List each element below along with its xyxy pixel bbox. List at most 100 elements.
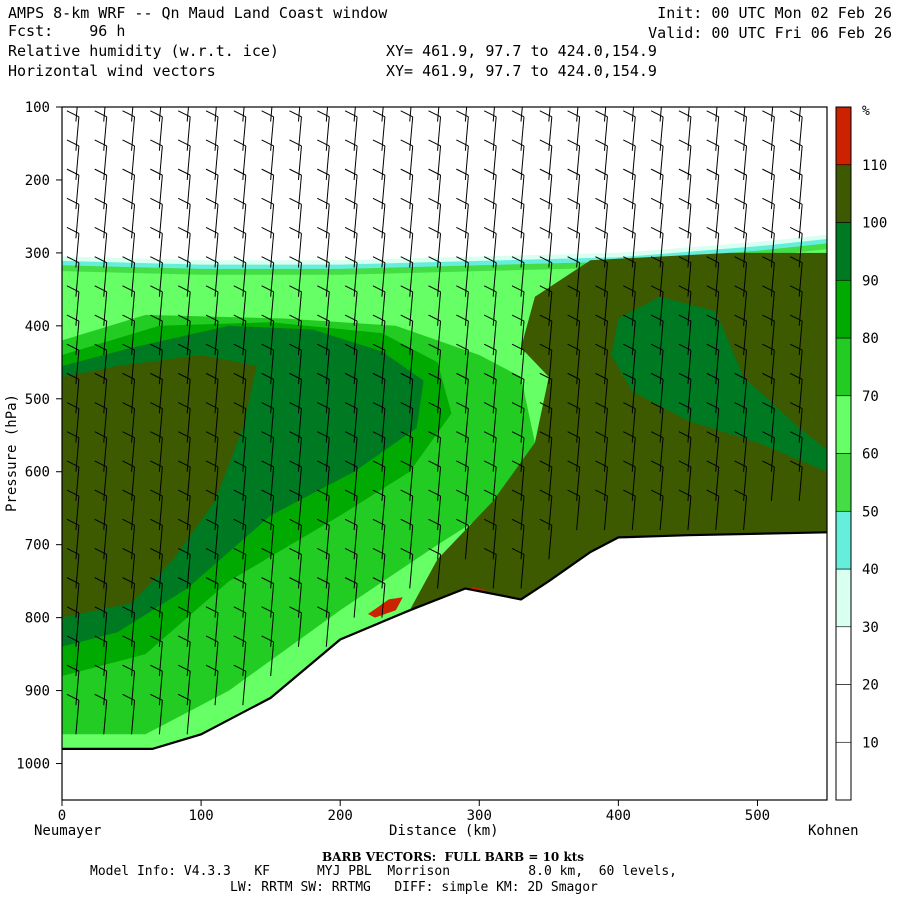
wind-barb-flag [401, 82, 413, 88]
wind-barb-flag [261, 227, 274, 234]
wind-barb-flag [595, 343, 608, 351]
wind-barb-flag [456, 343, 469, 351]
wind-barb-flag [539, 197, 553, 205]
model-info: Model Info: V4.3.3 KF MYJ PBL Morrison 8… [90, 864, 677, 879]
wind-barb-flag [762, 197, 775, 205]
wind-barb-flag [372, 489, 386, 497]
wind-barb-flag [456, 139, 469, 147]
wind-barb-flag [400, 431, 413, 439]
wind-barb-flag [317, 518, 330, 526]
wind-barb-flag [595, 314, 608, 322]
wind-barb-flag [706, 343, 719, 351]
wind-barb-staff [242, 671, 247, 706]
wind-barb-flag [233, 139, 247, 147]
wind-barb-flag [372, 285, 386, 293]
wind-barb-flag [317, 314, 330, 322]
wind-barb-flag [344, 256, 358, 264]
wind-barb-flag [762, 402, 775, 410]
wind-barb-flag [400, 489, 413, 497]
wind-barb-flag [623, 82, 635, 88]
wind-barb-flag [428, 314, 441, 322]
wind-barb-flag [94, 197, 107, 205]
wind-barb-flag [623, 197, 636, 205]
wind-barb-flag [177, 314, 191, 322]
wind-barb-staff [603, 496, 608, 531]
wind-barb-flag [762, 110, 775, 118]
wind-barb-staff [687, 496, 692, 531]
wind-barb-flag [372, 460, 386, 468]
wind-barb-flag [94, 460, 107, 468]
wind-barb-flag [289, 343, 302, 351]
wind-barb-flag [428, 227, 441, 234]
wind-barb-flag [650, 285, 664, 293]
wind-barb-flag [428, 285, 441, 293]
wind-barb-staff [186, 700, 191, 735]
wind-barb-flag [122, 518, 135, 526]
wind-barb-flag [122, 343, 135, 351]
wind-barb-flag [511, 314, 525, 322]
wind-barb-flag [317, 460, 330, 468]
wind-barb-flag [567, 168, 580, 176]
wind-barb-flag [66, 664, 80, 672]
wind-barb-flag [511, 256, 525, 264]
wind-barb-flag [261, 460, 274, 468]
x-tick-label: 400 [606, 808, 631, 824]
wind-barb-staff [576, 496, 581, 531]
wind-barb-flag [205, 256, 219, 264]
wind-barb-flag [233, 489, 247, 497]
wind-barb-flag [94, 606, 107, 614]
wind-barb-flag [428, 548, 441, 555]
wind-barb-flag [650, 139, 664, 147]
wind-barb-flag [94, 693, 107, 701]
wind-barb-flag [344, 285, 358, 293]
wind-barb-flag [289, 256, 302, 264]
wind-barb-flag [428, 518, 441, 526]
wind-barb-flag [428, 460, 441, 468]
wind-barb-flag [567, 110, 580, 118]
wind-barb-flag [511, 168, 525, 176]
wind-barb-flag [150, 577, 163, 585]
wind-barb-flag [66, 285, 80, 293]
colorbar-level-label: 40 [862, 562, 879, 578]
wind-barb-flag [762, 82, 774, 88]
field-label-wind: Horizontal wind vectors [8, 62, 216, 80]
wind-barb-flag [150, 343, 163, 351]
x-right-label: Kohnen [808, 823, 859, 839]
colorbar-swatch [835, 510, 852, 570]
wind-barb-flag [261, 343, 274, 351]
wind-barb-flag [94, 285, 107, 293]
x-tick-label: 100 [188, 808, 213, 824]
wind-barb-flag [177, 139, 191, 147]
wind-barb-flag [734, 139, 747, 147]
wind-barb-flag [678, 314, 692, 322]
wind-barb-flag [177, 110, 191, 118]
wind-barb-flag [150, 82, 162, 88]
wind-barb-flag [317, 343, 330, 351]
wind-barb-flag [261, 314, 274, 322]
wind-barb-flag [66, 635, 80, 643]
wind-barb-flag [261, 256, 274, 264]
wind-barb-flag [789, 139, 803, 147]
wind-barb-flag [177, 431, 191, 439]
colorbar-unit: % [862, 104, 870, 119]
wind-barb-flag [706, 139, 719, 147]
wind-barb-flag [428, 139, 441, 147]
wind-barb-flag [177, 343, 191, 351]
wind-barb-flag [595, 402, 608, 410]
wind-barb-flag [567, 197, 580, 205]
colorbar-swatch [835, 395, 852, 454]
wind-barb-flag [539, 139, 553, 147]
wind-barb-flag [789, 343, 803, 351]
wind-barb-flag [233, 664, 247, 672]
wind-barb-flag [233, 518, 247, 526]
wind-barb-flag [233, 577, 247, 585]
wind-barb-flag [177, 256, 191, 264]
wind-barb-flag [261, 606, 274, 614]
colorbar-level-label: 30 [862, 620, 879, 636]
wind-barb-flag [66, 518, 80, 526]
wind-barb-flag [456, 489, 469, 497]
wind-barb-flag [400, 285, 413, 293]
colorbar-level-label: 60 [862, 447, 879, 463]
wind-barb-flag [511, 489, 525, 497]
wind-barb-flag [372, 431, 386, 439]
